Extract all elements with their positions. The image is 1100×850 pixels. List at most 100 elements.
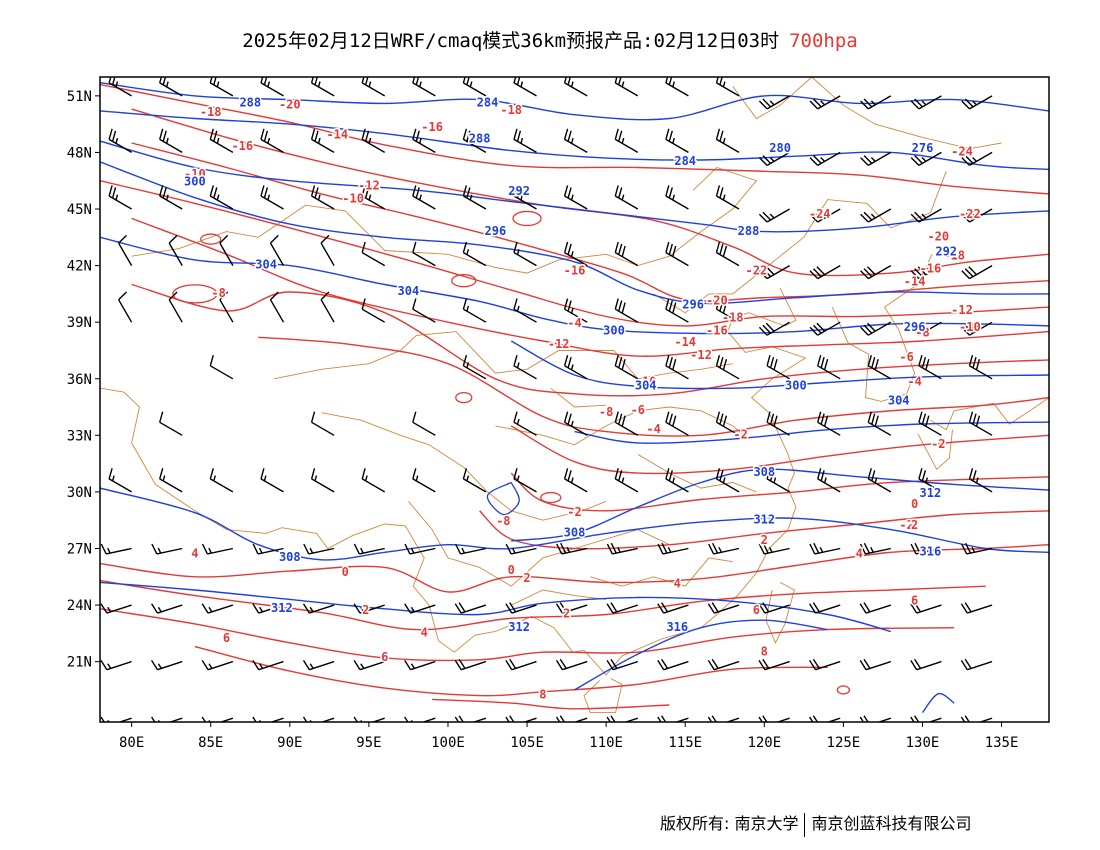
wind-barb-flag [563,298,569,310]
temperature-label: 2 [523,571,530,585]
wind-barb-staff [209,82,234,97]
height-label: 312 [508,620,530,634]
wind-barb-staff [209,195,234,210]
height-label: 312 [271,601,293,615]
wind-barb-flag [661,715,667,722]
wind-barb-flag [567,130,572,142]
wind-barb-flag [766,411,771,423]
wind-barb-flag [516,305,520,312]
wind-barb-staff [969,478,993,493]
wind-barb-staff [815,660,841,671]
wind-barb-flag [758,270,768,280]
wind-barb-flag [920,546,925,553]
wind-barb-flag [259,720,262,722]
wind-barb-flag [415,130,420,142]
wind-barb-flag [260,128,265,140]
wind-barb-staff [412,82,436,97]
wind-barb-flag [151,543,158,555]
wind-barb-flag [863,268,873,278]
wind-barb-flag [353,543,360,555]
wind-barb-staff [359,604,385,614]
wind-barb [918,411,942,436]
wind-barb [252,543,284,555]
wind-barb-flag [758,660,766,671]
wind-barb-flag [769,413,775,425]
wind-barb-flag [665,411,670,423]
temperature-label: -2 [567,505,581,519]
wind-barb-staff [665,138,689,154]
wind-barb-flag [618,130,623,142]
wind-barb [859,542,891,555]
wind-barb-staff [108,195,132,210]
wind-barb-flag [921,470,927,482]
wind-barb-flag [208,720,211,722]
wind-barb-flag [719,187,724,199]
wind-barb-staff [915,547,942,555]
wind-barb-flag [166,194,169,201]
wind-barb [100,543,132,555]
wind-barb-staff [766,421,790,436]
wind-barb-flag [404,603,412,614]
wind-barb [563,77,588,97]
wind-barb [412,185,436,210]
wind-barb-staff [269,717,284,722]
wind-barb [860,151,892,167]
wind-barb-flag [812,658,820,669]
wind-barb-flag [209,185,214,197]
wind-barb [715,77,740,97]
wind-barb [809,542,841,555]
wind-barb [563,128,588,154]
wind-barb-staff [867,264,892,280]
wind-barb-flag [960,603,968,614]
wind-barb [563,241,588,267]
wind-barb-staff [716,195,740,210]
wind-barb-staff [410,660,436,671]
wind-barb-flag [961,270,971,280]
wind-barb [505,658,537,671]
wind-barb-staff [826,717,841,722]
wind-barb-flag [773,359,778,370]
wind-barb [707,602,740,614]
wind-barb-flag [157,606,162,613]
wind-barb-flag [466,77,470,86]
wind-barb-flag [618,243,623,255]
wind-barb-flag [812,98,822,108]
wind-barb [108,185,132,210]
wind-barb [715,241,740,267]
wind-barb [860,208,892,223]
wind-barb [859,602,892,614]
wind-barb-flag [925,477,928,484]
wind-barb-flag [722,415,728,427]
temperature-label: -14 [674,335,696,349]
wind-barb [606,542,638,555]
wind-barb-flag [621,194,625,201]
height-label: 292 [935,245,957,259]
wind-barb-flag [711,602,719,613]
wind-barb-flag [614,128,619,140]
temperature-label: -2 [931,437,945,451]
lon-tick-label: 90E [277,735,302,751]
wind-barb-flag [314,130,319,142]
wind-barb-flag [823,415,829,427]
wind-barb-flag [762,715,768,722]
wind-barb [758,658,790,671]
wind-barb-staff [969,95,993,110]
wind-barb-flag [260,185,265,197]
wind-barb-staff [817,365,841,380]
wind-barb-flag [765,322,775,332]
wind-barb-flag [469,81,473,88]
wind-barb [758,321,790,336]
wind-barb [209,185,234,210]
wind-barb-flag [252,543,259,555]
wind-barb-staff [513,421,537,436]
isotherm-line [432,698,670,710]
wind-barb-flag [921,413,927,425]
wind-barb [404,603,436,614]
wind-barb-flag [722,302,728,314]
wind-barb [168,291,183,323]
wind-barb-staff [969,321,993,336]
lon-tick-label: 115E [668,735,702,751]
wind-barb-staff [865,660,892,671]
wind-barb-flag [718,546,723,553]
wind-barb [252,603,284,614]
